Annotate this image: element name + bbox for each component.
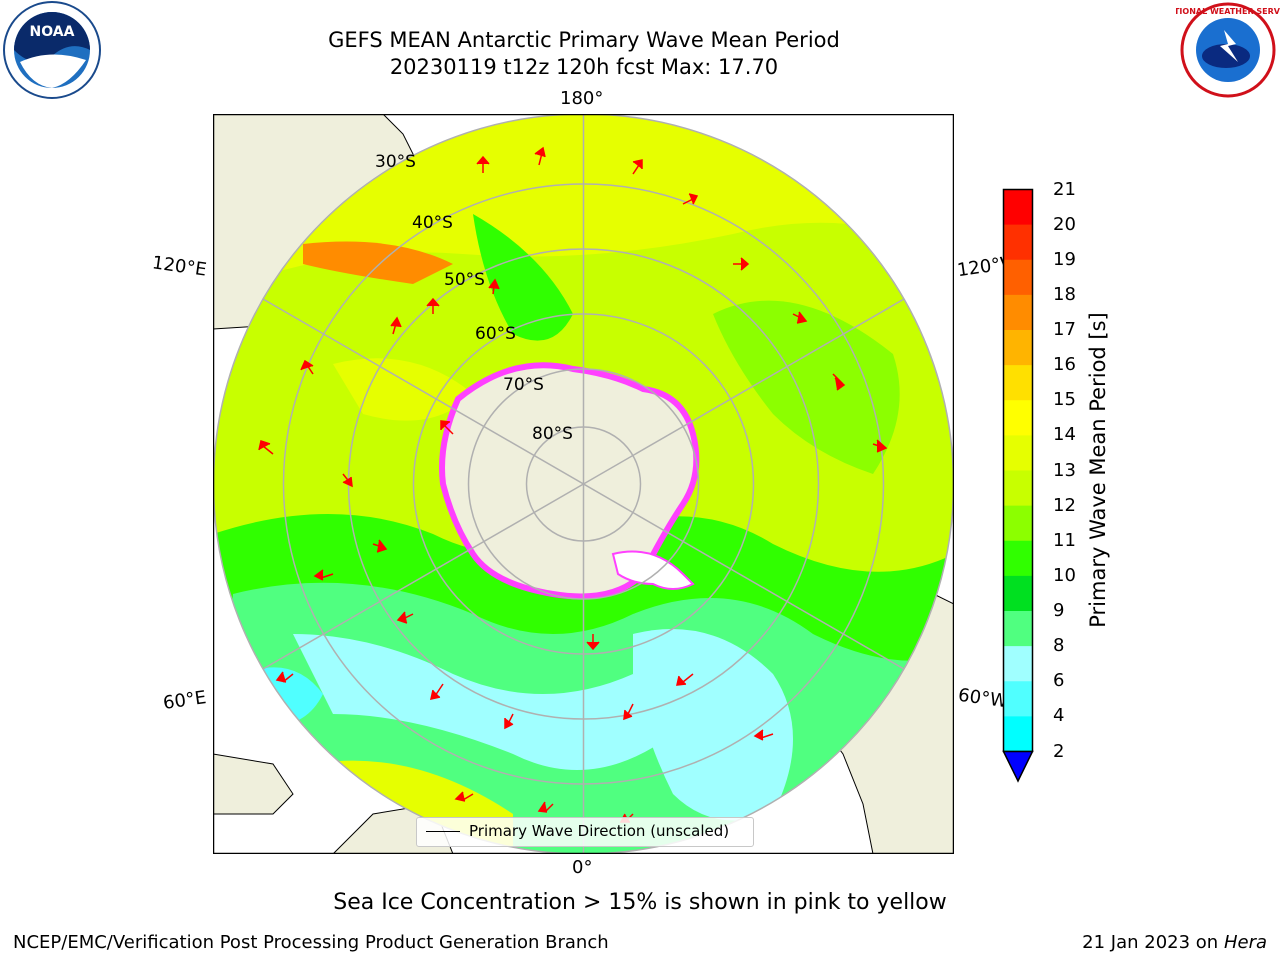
colorbar-tick: 6 [1053,670,1065,692]
nws-logo: NATIONAL WEATHER SERVICE [1176,2,1280,98]
colorbar-segment [1003,505,1033,542]
colorbar [1002,188,1034,783]
colorbar-segment [1003,259,1033,296]
colorbar-tick: 11 [1053,529,1076,551]
antarctic-peninsula [611,550,695,590]
legend-line [426,831,460,832]
colorbar-tick: 13 [1053,459,1076,481]
chart-title: GEFS MEAN Antarctic Primary Wave Mean Pe… [328,28,840,52]
credit-date: 21 Jan 2023 on [1082,932,1224,953]
colorbar-tick: 14 [1053,424,1076,446]
colorbar-tick: 8 [1053,635,1065,657]
colorbar-tick: 21 [1053,178,1076,200]
colorbar-segment [1003,540,1033,577]
colorbar-segment [1003,646,1033,682]
colorbar-tick: 15 [1053,389,1076,411]
polar-map [213,114,954,854]
credit-left: NCEP/EMC/Verification Post Processing Pr… [13,932,609,953]
colorbar-tick: 9 [1053,600,1065,621]
colorbar-tick: 20 [1053,213,1076,235]
lat-label-50s: 50°S [444,270,485,290]
noaa-logo: NOAA [3,1,101,99]
colorbar-tick: 18 [1053,283,1076,305]
wave-arrows [258,146,888,823]
sea-ice-note: Sea Ice Concentration > 15% is shown in … [333,890,947,915]
colorbar-segment [1003,575,1033,612]
colorbar-segment [1003,400,1033,436]
colorbar-tick: 2 [1053,740,1065,762]
lat-label-60s: 60°S [475,324,516,344]
nws-logo-text: NATIONAL WEATHER SERVICE [1176,7,1280,16]
colorbar-segment [1003,470,1033,507]
colorbar-tick: 4 [1053,705,1065,727]
lat-label-30s: 30°S [375,152,416,172]
colorbar-tick: 17 [1053,319,1076,340]
lat-label-80s: 80°S [532,424,573,444]
lon-label-60e: 60°E [161,687,208,714]
colorbar-tick: 12 [1053,494,1076,516]
colorbar-segment [1003,435,1033,471]
colorbar-tick: 16 [1053,354,1076,376]
lon-label-180: 180° [560,88,604,109]
colorbar-segment [1003,611,1033,647]
lon-label-120e: 120°E [150,252,208,281]
colorbar-segment [1003,365,1033,401]
sea-ice [439,362,700,600]
colorbar-tick: 10 [1053,564,1076,586]
colorbar-segment [1003,330,1033,366]
colorbar-segment [1003,224,1033,261]
lat-label-70s: 70°S [503,375,544,395]
lat-label-40s: 40°S [412,213,453,233]
map-legend: Primary Wave Direction (unscaled) [416,817,754,847]
noaa-logo-text: NOAA [30,24,75,40]
colorbar-segment [1003,681,1033,717]
credit-right: 21 Jan 2023 on Hera [1082,932,1267,953]
colorbar-segment [1003,189,1033,226]
colorbar-segment [1003,294,1033,331]
colorbar-tick: 19 [1053,248,1076,270]
lon-label-0: 0° [572,857,593,878]
legend-label: Primary Wave Direction (unscaled) [469,822,730,840]
colorbar-label: Primary Wave Mean Period [s] [1086,312,1110,628]
chart-subtitle: 20230119 t12z 120h fcst Max: 17.70 [389,55,779,79]
colorbar-extend-arrow [1002,750,1034,783]
colorbar-segment [1003,716,1033,752]
credit-host: Hera [1223,932,1267,953]
